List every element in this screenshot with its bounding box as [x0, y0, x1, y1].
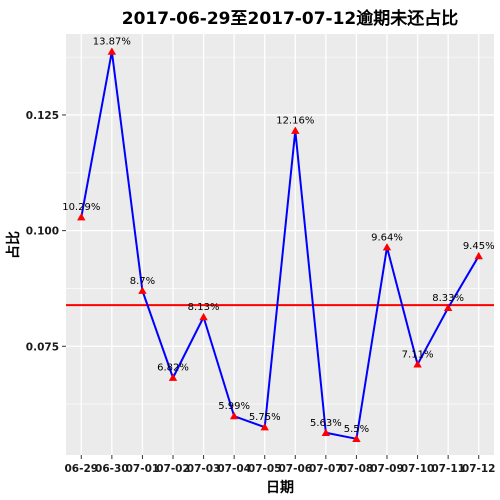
x-tick-label: 06-29 [64, 463, 98, 475]
data-label: 13.87% [93, 37, 131, 48]
x-tick-label: 07-11 [431, 463, 465, 475]
x-tick-label: 07-05 [248, 463, 282, 475]
data-label: 8.13% [188, 302, 220, 313]
data-point [443, 303, 453, 312]
y-tick-label: 0.125 [26, 110, 59, 122]
series-line-layer [80, 50, 480, 440]
x-axis-title: 日期 [266, 480, 294, 496]
data-label: 12.16% [276, 116, 314, 127]
x-tick-label: 07-12 [462, 463, 496, 475]
x-tick-label: 07-06 [278, 463, 312, 475]
data-point [107, 47, 117, 55]
y-axis-title: 占比 [5, 231, 22, 259]
y-tick-label: 0.100 [26, 226, 59, 238]
x-tick-label: 07-03 [187, 463, 221, 475]
data-point [352, 434, 361, 442]
series-line [80, 50, 480, 440]
data-point [382, 243, 392, 251]
data-point [168, 373, 178, 381]
chart-title: 2017-06-29至2017-07-12逾期未还占比 [122, 8, 458, 29]
data-label: 8.33% [432, 293, 464, 304]
y-axis-ticks: 0.075 0.100 0.125 [26, 110, 66, 353]
data-point [77, 213, 86, 221]
data-label: 5.75% [249, 412, 281, 423]
data-label: 5.63% [310, 418, 342, 429]
y-tick-label: 0.075 [26, 341, 59, 353]
data-label: 6.82% [157, 363, 189, 374]
plot-panel [66, 34, 494, 455]
x-tick-label: 07-10 [401, 463, 435, 475]
data-point [138, 286, 147, 294]
data-point [474, 251, 483, 260]
x-tick-label: 06-30 [95, 463, 129, 475]
data-label: 8.7% [130, 276, 155, 287]
data-label: 5.5% [344, 424, 369, 435]
x-tick-label: 07-07 [309, 463, 343, 475]
data-point [199, 312, 208, 321]
x-tick-label: 07-01 [126, 463, 160, 475]
data-point [260, 423, 269, 431]
data-point [413, 360, 422, 368]
data-label: 7.11% [402, 349, 434, 360]
x-tick-label: 07-04 [217, 463, 251, 475]
data-point [229, 411, 239, 420]
data-point [291, 126, 300, 134]
data-label: 9.45% [463, 241, 495, 252]
data-label: 5.99% [218, 401, 250, 412]
x-tick-label: 07-09 [370, 463, 404, 475]
data-label: 9.64% [371, 232, 403, 243]
data-point [321, 428, 331, 436]
x-tick-label: 07-02 [156, 463, 190, 475]
x-tick-label: 07-08 [340, 463, 374, 475]
data-labels: 10.29% 13.87% 8.7% 6.82% 8.13% 5.99%5.75% 12.1… [62, 37, 494, 435]
data-points [77, 47, 483, 442]
x-axis-ticks: 06-2906-3007-0107-0207-0307-0407-0507-06… [64, 455, 496, 475]
data-label: 10.29% [62, 202, 100, 213]
